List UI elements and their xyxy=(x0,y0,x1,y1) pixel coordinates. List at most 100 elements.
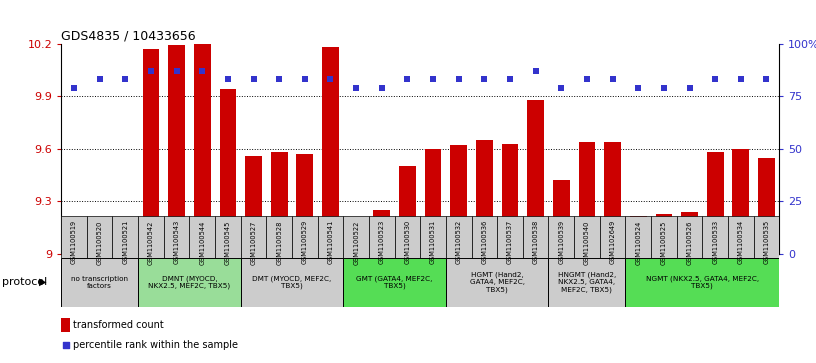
Text: GSM1100519: GSM1100519 xyxy=(71,220,77,264)
Text: GSM1100542: GSM1100542 xyxy=(148,220,154,265)
Point xyxy=(247,77,260,82)
Point xyxy=(529,68,542,74)
Bar xyxy=(548,216,574,258)
Bar xyxy=(374,210,390,254)
Text: GSM1100538: GSM1100538 xyxy=(533,220,539,264)
Text: transformed count: transformed count xyxy=(73,320,164,330)
Text: HNGMT (Hand2,
NKX2.5, GATA4,
MEF2C, TBX5): HNGMT (Hand2, NKX2.5, GATA4, MEF2C, TBX5… xyxy=(558,272,616,293)
Point xyxy=(760,77,773,82)
Bar xyxy=(476,140,493,254)
Text: GSM1100541: GSM1100541 xyxy=(327,220,334,264)
Text: GSM1100520: GSM1100520 xyxy=(96,220,103,265)
Bar xyxy=(317,216,344,258)
Bar xyxy=(143,49,159,254)
Text: GSM1100537: GSM1100537 xyxy=(507,220,513,264)
Text: GSM1100522: GSM1100522 xyxy=(353,220,359,265)
Bar xyxy=(728,216,754,258)
Bar xyxy=(241,258,344,307)
Text: DMT (MYOCD, MEF2C,
TBX5): DMT (MYOCD, MEF2C, TBX5) xyxy=(252,275,331,289)
Bar xyxy=(344,258,446,307)
Bar xyxy=(399,166,415,254)
Bar xyxy=(703,216,728,258)
Text: GSM1100527: GSM1100527 xyxy=(251,220,256,265)
Bar xyxy=(497,216,523,258)
Bar xyxy=(655,214,672,254)
Point xyxy=(708,77,721,82)
Bar xyxy=(348,219,365,254)
Text: GSM1100533: GSM1100533 xyxy=(712,220,718,264)
Point xyxy=(683,85,696,91)
Bar xyxy=(61,318,70,332)
Point xyxy=(68,85,81,91)
Text: GSM1100534: GSM1100534 xyxy=(738,220,744,264)
Point xyxy=(299,251,313,257)
Bar xyxy=(220,89,236,254)
Point xyxy=(144,68,157,74)
Point xyxy=(452,77,465,82)
Point xyxy=(478,77,491,82)
Point xyxy=(503,77,517,82)
Bar xyxy=(758,158,774,254)
Text: percentile rank within the sample: percentile rank within the sample xyxy=(73,340,238,350)
Text: GSM1100539: GSM1100539 xyxy=(558,220,565,264)
Point xyxy=(580,77,593,82)
Text: GSM1100524: GSM1100524 xyxy=(635,220,641,265)
Point xyxy=(299,77,312,82)
Point xyxy=(427,77,440,82)
Bar xyxy=(395,216,420,258)
Text: GSM1100530: GSM1100530 xyxy=(405,220,410,264)
Point xyxy=(632,85,645,91)
Point xyxy=(196,68,209,74)
Text: GSM1100532: GSM1100532 xyxy=(455,220,462,264)
Bar xyxy=(523,216,548,258)
Point xyxy=(170,68,183,74)
Text: GSM1100525: GSM1100525 xyxy=(661,220,667,265)
Text: GDS4835 / 10433656: GDS4835 / 10433656 xyxy=(61,29,196,42)
Bar xyxy=(502,143,518,254)
Bar xyxy=(292,216,317,258)
Text: no transcription
factors: no transcription factors xyxy=(71,276,128,289)
Text: NGMT (NKX2.5, GATA4, MEF2C,
TBX5): NGMT (NKX2.5, GATA4, MEF2C, TBX5) xyxy=(645,275,759,289)
Bar xyxy=(681,212,698,254)
Text: GSM1100523: GSM1100523 xyxy=(379,220,385,264)
Point xyxy=(221,77,234,82)
Bar xyxy=(625,258,779,307)
Bar xyxy=(194,44,211,254)
Bar xyxy=(527,100,544,254)
Bar xyxy=(113,216,138,258)
Point xyxy=(401,77,414,82)
Bar xyxy=(424,149,441,254)
Bar xyxy=(733,149,749,254)
Bar xyxy=(630,216,646,254)
Bar xyxy=(676,216,703,258)
Bar xyxy=(472,216,497,258)
Bar xyxy=(604,142,621,254)
Bar xyxy=(61,258,138,307)
Bar xyxy=(548,258,625,307)
Bar xyxy=(117,229,134,254)
Point xyxy=(93,77,106,82)
Bar xyxy=(600,216,625,258)
Bar xyxy=(754,216,779,258)
Text: GSM1100529: GSM1100529 xyxy=(302,220,308,264)
Bar xyxy=(344,216,369,258)
Text: GSM1100545: GSM1100545 xyxy=(225,220,231,265)
Bar xyxy=(322,47,339,254)
Bar xyxy=(245,156,262,254)
Bar xyxy=(65,245,82,254)
Point xyxy=(273,77,286,82)
Point xyxy=(606,77,619,82)
Bar xyxy=(420,216,446,258)
Bar xyxy=(164,216,189,258)
Bar xyxy=(651,216,676,258)
Point xyxy=(375,85,388,91)
Text: ▶: ▶ xyxy=(39,277,47,287)
Bar xyxy=(625,216,651,258)
Bar xyxy=(138,258,241,307)
Bar xyxy=(189,216,215,258)
Bar xyxy=(91,224,108,254)
Bar xyxy=(61,216,86,258)
Bar xyxy=(86,216,113,258)
Text: GSM1100526: GSM1100526 xyxy=(686,220,693,265)
Bar xyxy=(168,45,185,254)
